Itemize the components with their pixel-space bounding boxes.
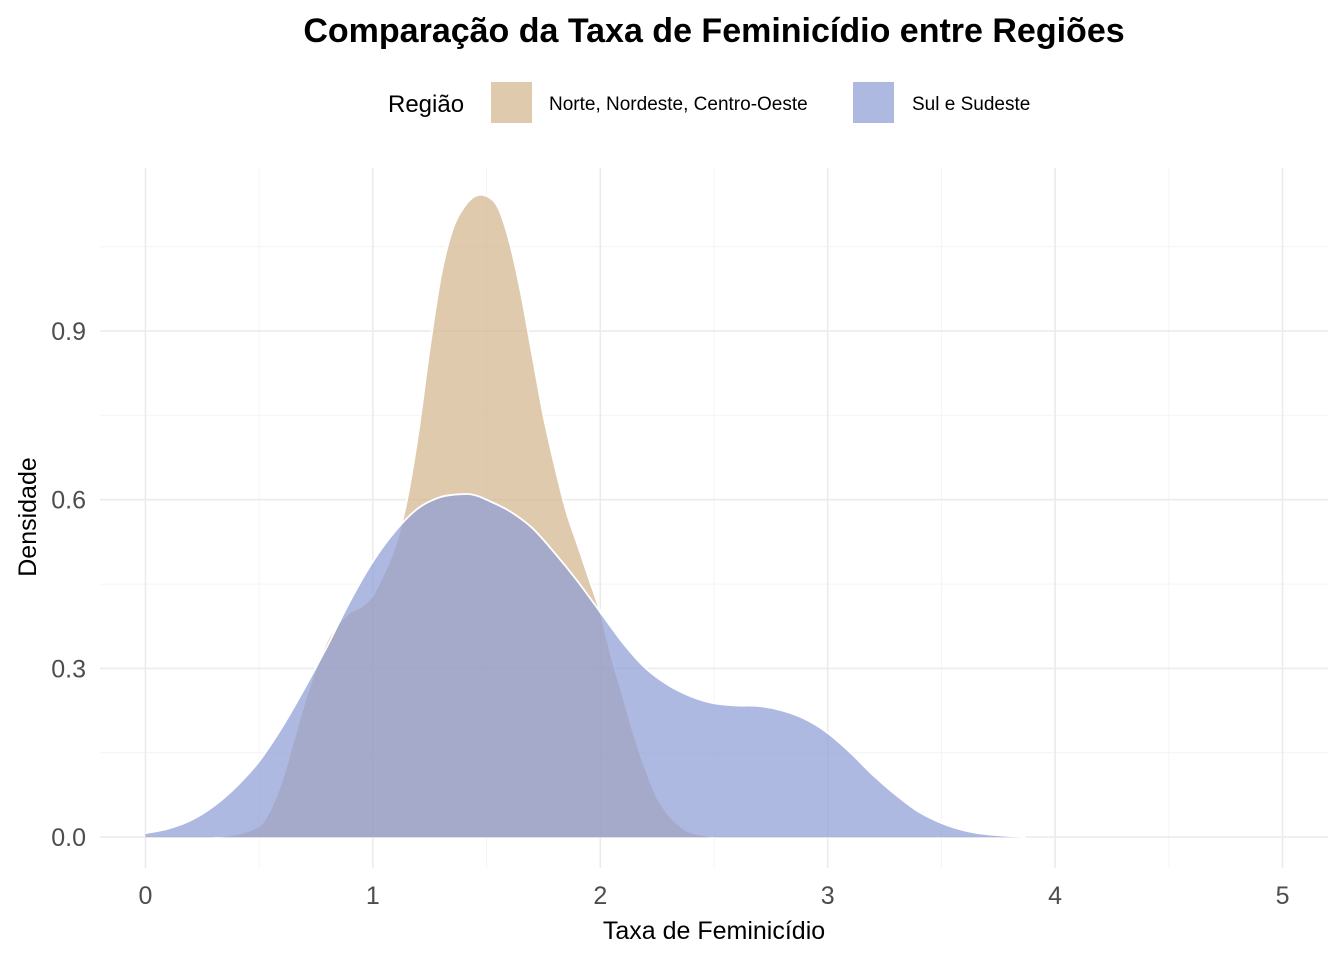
legend-label-norte-nordeste-centro-oeste: Norte, Nordeste, Centro-Oeste [549, 94, 808, 115]
legend-swatch-sul-e-sudeste [853, 82, 894, 123]
x-axis-ticks: 0 1 2 3 4 5 [139, 882, 1290, 910]
legend-title: Região [388, 91, 464, 118]
legend-label-sul-e-sudeste: Sul e Sudeste [912, 94, 1030, 115]
y-axis-label: Densidade [14, 457, 42, 577]
y-tick-label: 0.0 [51, 824, 86, 852]
x-axis-label: Taxa de Feminicídio [603, 917, 825, 945]
y-tick-label: 0.9 [51, 318, 86, 346]
density-areas [145, 193, 1026, 838]
density-area-sul-e-sudeste [145, 494, 1026, 838]
x-tick-label: 0 [139, 882, 153, 910]
legend-swatch-norte-nordeste-centro-oeste [491, 82, 532, 123]
x-tick-label: 3 [821, 882, 835, 910]
x-tick-label: 4 [1048, 882, 1062, 910]
y-axis-ticks: 0.0 0.3 0.6 0.9 [51, 318, 86, 852]
chart-title: Comparação da Taxa de Feminicídio entre … [303, 12, 1124, 50]
legend: Região Norte, Nordeste, Centro-Oeste Sul… [388, 82, 1030, 123]
y-tick-label: 0.3 [51, 655, 86, 683]
x-tick-label: 5 [1276, 882, 1290, 910]
x-tick-label: 1 [366, 882, 380, 910]
x-tick-label: 2 [593, 882, 607, 910]
y-tick-label: 0.6 [51, 487, 86, 515]
density-outline-sul-e-sudeste [145, 493, 1026, 838]
